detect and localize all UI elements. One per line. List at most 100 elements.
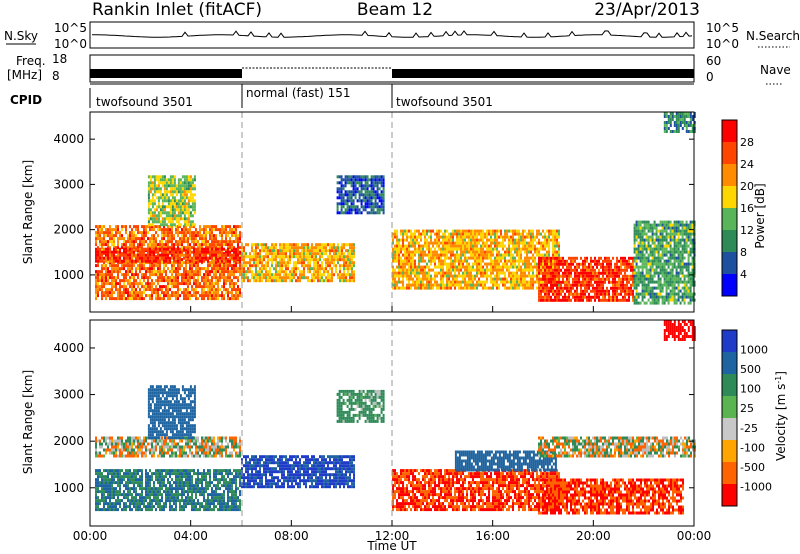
power-cell xyxy=(183,279,185,283)
power-cell xyxy=(193,250,195,254)
power-cell xyxy=(139,291,141,295)
power-cell xyxy=(536,250,538,254)
power-cell xyxy=(574,298,576,302)
power-cell xyxy=(602,268,604,272)
power-cell xyxy=(105,267,107,271)
power-cell xyxy=(273,252,275,256)
power-cell xyxy=(602,292,604,296)
power-cell xyxy=(141,253,143,257)
power-cell xyxy=(480,253,482,257)
power-cell xyxy=(215,253,217,257)
power-cell xyxy=(185,282,187,286)
power-cell xyxy=(486,238,488,242)
power-cell xyxy=(584,262,586,266)
power-cell xyxy=(249,252,251,256)
power-cell xyxy=(534,238,536,242)
power-cell xyxy=(195,240,197,244)
power-cell xyxy=(165,288,167,292)
power-cell xyxy=(179,181,182,185)
power-cell xyxy=(135,246,137,250)
power-cell xyxy=(552,253,554,257)
power-cell xyxy=(95,247,97,251)
power-cell xyxy=(444,283,446,287)
power-cell xyxy=(578,295,580,299)
power-cell xyxy=(235,267,237,271)
power-cell xyxy=(442,283,444,287)
power-cell xyxy=(576,265,578,269)
power-cell xyxy=(113,234,115,238)
power-cell xyxy=(153,282,155,286)
power-cell xyxy=(572,286,574,290)
power-cell xyxy=(153,208,156,212)
power-cell xyxy=(269,270,271,274)
power-cell xyxy=(346,181,349,185)
power-cell xyxy=(568,265,570,269)
power-cell xyxy=(141,297,143,301)
power-cell xyxy=(404,271,406,275)
power-cell xyxy=(285,246,287,250)
power-cell xyxy=(488,238,490,242)
power-cell xyxy=(576,283,578,287)
power-cell xyxy=(181,258,183,262)
power-cell xyxy=(219,240,221,244)
power-cell xyxy=(199,282,201,286)
power-cell xyxy=(179,193,182,197)
power-cell xyxy=(117,243,119,247)
power-cell xyxy=(203,297,205,301)
power-cell xyxy=(279,279,281,283)
power-cell xyxy=(241,258,243,262)
power-cell xyxy=(259,243,261,247)
power-cell xyxy=(191,225,193,229)
power-cell xyxy=(400,274,402,278)
power-cell xyxy=(554,241,556,245)
power-cell xyxy=(169,225,171,229)
power-cell xyxy=(99,252,101,256)
power-cell xyxy=(141,243,143,247)
power-cell xyxy=(201,297,203,301)
power-cell xyxy=(448,235,450,239)
power-cell xyxy=(151,199,154,203)
power-cell xyxy=(317,258,319,262)
power-cell xyxy=(163,276,165,280)
power-cell xyxy=(340,187,343,191)
power-cell xyxy=(538,280,540,284)
power-cell xyxy=(189,256,191,260)
power-cell xyxy=(109,253,111,257)
power-cell xyxy=(177,211,180,215)
power-cell xyxy=(342,205,345,209)
power-cell xyxy=(632,262,634,266)
power-cell xyxy=(630,262,632,266)
power-cell xyxy=(532,283,534,287)
power-cell xyxy=(211,297,213,301)
power-cell xyxy=(127,291,129,295)
power-cell xyxy=(119,250,121,254)
power-cell xyxy=(472,241,474,245)
power-cell xyxy=(440,277,442,281)
power-cell xyxy=(213,291,215,295)
power-cell xyxy=(165,270,167,274)
power-cell xyxy=(239,240,241,244)
power-cell xyxy=(127,249,129,253)
power-cell xyxy=(494,265,496,269)
power-cell xyxy=(161,249,163,253)
power-cell xyxy=(177,178,180,182)
power-cell xyxy=(95,240,97,244)
power-cell xyxy=(351,279,353,283)
power-cell xyxy=(147,294,149,298)
power-cell xyxy=(165,178,168,182)
power-cell xyxy=(458,259,460,263)
power-cell xyxy=(133,273,135,277)
power-cell xyxy=(187,208,190,212)
power-cell xyxy=(179,250,181,254)
power-cell xyxy=(129,225,131,229)
nsky-tick-bottom: 10^0 xyxy=(54,37,87,51)
power-cell xyxy=(227,279,229,283)
power-cell xyxy=(444,250,446,254)
power-cell xyxy=(342,199,345,203)
power-cell xyxy=(287,276,289,280)
power-cell xyxy=(490,271,492,275)
power-cell xyxy=(267,255,269,259)
power-cell xyxy=(347,261,349,265)
power-cell xyxy=(149,259,151,263)
power-cell xyxy=(319,258,321,262)
